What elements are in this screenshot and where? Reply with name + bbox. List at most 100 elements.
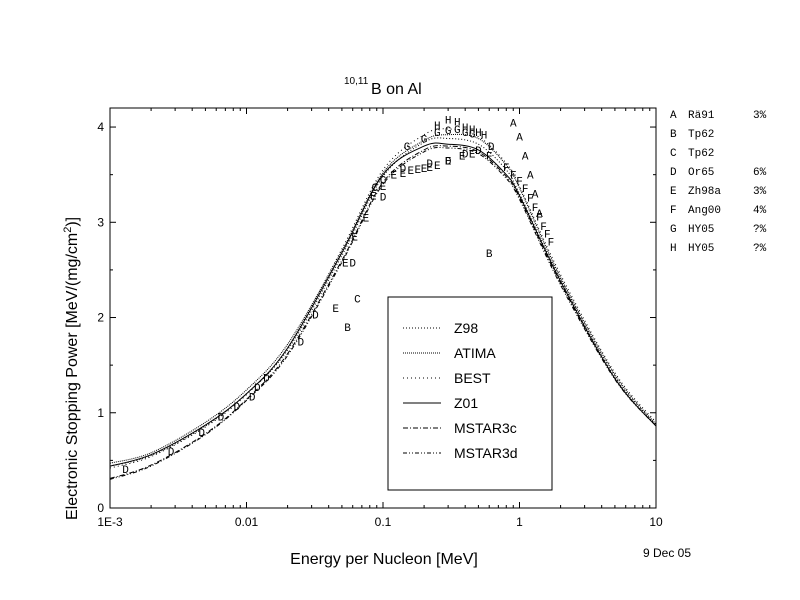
reference-letter: G [670, 224, 677, 236]
data-marker-e: E [391, 171, 398, 183]
data-marker-g: G [454, 125, 461, 137]
data-marker-c: C [371, 183, 378, 195]
data-marker-c: C [380, 175, 387, 187]
series-line-z01 [109, 142, 657, 467]
data-marker-a: A [516, 133, 523, 145]
reference-letter: E [670, 186, 677, 198]
data-marker-f: F [548, 237, 555, 249]
data-marker-h: H [445, 115, 452, 127]
data-marker-e: E [332, 304, 339, 316]
data-marker-d: D [298, 337, 305, 349]
data-marker-f: F [510, 171, 517, 183]
reference-source: Tp62 [688, 129, 714, 141]
data-marker-h: H [434, 121, 441, 133]
data-marker-h: H [481, 131, 488, 143]
data-marker-d: D [263, 374, 270, 386]
reference-uncertainty: 3% [753, 110, 767, 122]
data-marker-h: H [475, 128, 482, 140]
reference-uncertainty: ?% [753, 243, 767, 255]
data-marker-a: A [532, 190, 539, 202]
x-axis-label: Energy per Nucleon [MeV] [290, 551, 478, 568]
reference-uncertainty: 3% [753, 186, 767, 198]
series-line-z98 [109, 137, 657, 467]
legend-label: MSTAR3d [454, 445, 518, 461]
series-line-mstar3c [109, 145, 657, 479]
y-tick-label: 2 [97, 311, 104, 325]
data-marker-d: D [312, 311, 319, 323]
reference-letter: D [670, 167, 677, 179]
x-tick-label: 1 [516, 515, 523, 529]
data-marker-d: D [426, 159, 433, 171]
legend: Z98 ATIMA BEST Z01 MSTAR3c MSTAR3d [387, 296, 553, 491]
data-marker-h: H [469, 125, 476, 137]
y-tick-label: 0 [97, 501, 104, 515]
reference-source: Tp62 [688, 148, 714, 160]
data-marker-d: D [445, 156, 452, 168]
reference-uncertainty: ?% [753, 224, 767, 236]
data-marker-e: E [351, 233, 358, 245]
data-marker-f: F [540, 222, 547, 234]
data-marker-a: A [527, 171, 534, 183]
reference-letter: A [670, 110, 677, 122]
x-tick-label: 0.01 [235, 515, 259, 529]
series-lines [109, 128, 657, 480]
data-marker-d: D [218, 413, 225, 425]
data-marker-d: D [122, 465, 129, 477]
data-marker-e: E [415, 165, 422, 177]
data-marker-f: F [486, 152, 493, 164]
reference-source: Zh98a [688, 186, 721, 198]
reference-letter: F [670, 205, 677, 217]
x-tick-label: 1E-3 [97, 515, 123, 529]
reference-list: A Rä91 3% B Tp62 C Tp62 D Or65 6% E Zh98a 3% F Ang00 4%… [670, 110, 767, 255]
chart-title: B on Al [371, 81, 422, 98]
y-tick-label: 3 [97, 215, 104, 229]
reference-letter: B [670, 129, 677, 141]
data-marker-d: D [254, 383, 261, 395]
data-marker-d: D [380, 193, 387, 205]
data-marker-d: D [234, 402, 241, 414]
data-marker-e: E [459, 152, 466, 164]
data-marker-a: A [522, 152, 529, 164]
data-marker-e: E [370, 192, 377, 204]
data-marker-c: C [354, 294, 361, 306]
reference-uncertainty: 4% [753, 205, 767, 217]
data-marker-f: F [532, 203, 539, 215]
reference-source: Ang00 [688, 205, 721, 217]
data-marker-d: D [168, 447, 175, 459]
data-marker-e: E [408, 166, 415, 178]
data-marker-f: F [536, 213, 543, 225]
data-marker-h: H [454, 117, 461, 129]
data-marker-g: G [434, 128, 441, 140]
reference-letter: C [670, 148, 677, 160]
data-marker-g: G [404, 142, 411, 154]
data-marker-d: D [198, 428, 205, 440]
reference-source: Rä91 [688, 110, 715, 122]
data-marker-d: D [400, 164, 407, 176]
reference-letter: H [670, 243, 677, 255]
data-marker-h: H [462, 123, 469, 135]
reference-source: HY05 [688, 224, 714, 236]
data-marker-f: F [544, 230, 551, 242]
data-marker-b: B [344, 323, 351, 335]
data-marker-f: F [503, 163, 510, 175]
data-marker-a: A [510, 118, 517, 130]
axis-ticks: 1E-3 0.01 0.1 1 10 0 1 2 3 4 [97, 108, 663, 529]
data-marker-e: E [445, 156, 452, 168]
data-marker-g: G [469, 130, 476, 142]
legend-label: ATIMA [454, 345, 496, 361]
data-marker-g: G [421, 134, 428, 146]
data-marker-e: E [434, 161, 441, 173]
data-marker-e: E [342, 258, 349, 270]
data-marker-g: G [462, 128, 469, 140]
data-marker-d: D [475, 146, 482, 158]
data-marker-g: G [445, 126, 452, 138]
data-marker-d: D [349, 258, 356, 270]
data-marker-f: F [527, 194, 534, 206]
data-marker-a: A [536, 209, 543, 221]
date-stamp: 9 Dec 05 [643, 546, 691, 560]
x-tick-label: 10 [649, 515, 663, 529]
chart-title-prefix: 10,11 [344, 76, 369, 87]
data-marker-e: E [421, 164, 428, 176]
